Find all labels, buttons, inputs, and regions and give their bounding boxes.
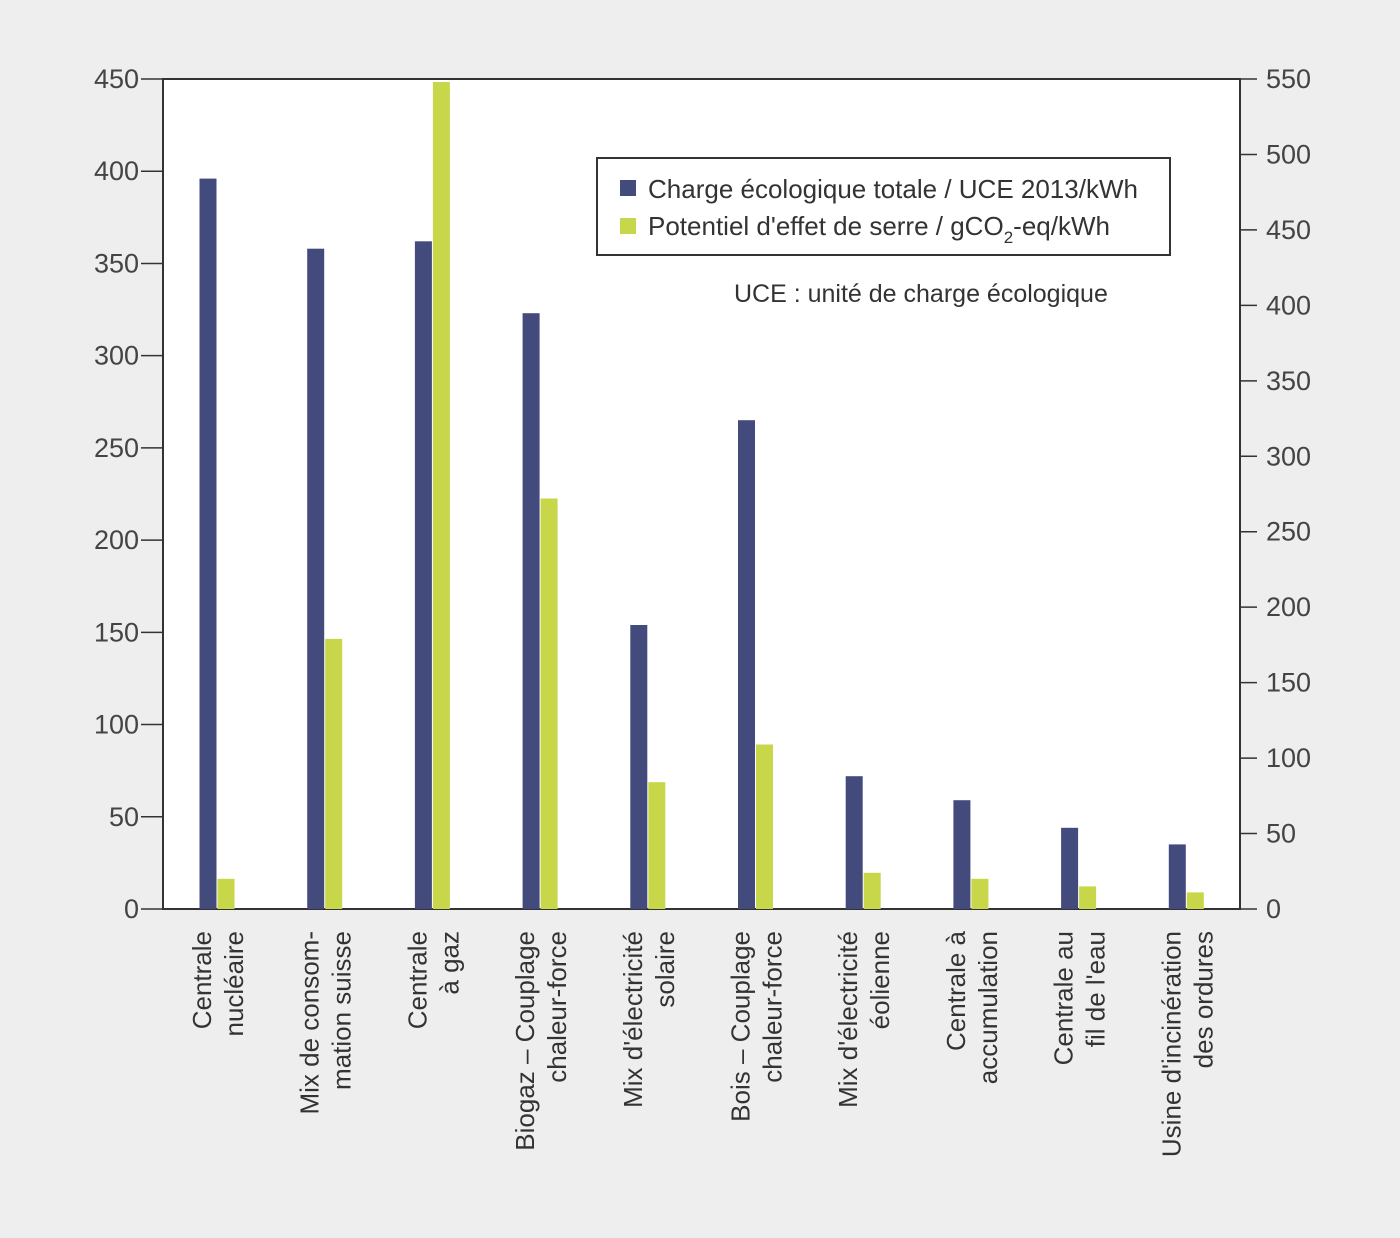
category-label: Mix de consom-mation suisse (295, 931, 357, 1115)
legend-swatch-effet-serre (620, 218, 636, 234)
bar-effet-serre-9 (1186, 892, 1204, 909)
left-tick-label: 50 (109, 802, 139, 832)
category-label-line: Centrale (187, 931, 217, 1029)
legend-label-part-2: -eq/kWh (1013, 211, 1110, 241)
bars (199, 82, 1204, 910)
bar-charge-2 (414, 241, 432, 910)
category-label-line: Bois – Couplage (726, 931, 756, 1122)
left-tick-label: 400 (94, 156, 139, 186)
left-tick-label: 0 (124, 894, 139, 924)
right-tick-label: 550 (1266, 64, 1311, 94)
bar-charge-5 (738, 420, 755, 909)
category-label-line: Centrale (402, 931, 432, 1029)
right-tick-label: 50 (1266, 819, 1296, 849)
category-label-line: Centrale au (1049, 931, 1079, 1065)
left-tick-label: 200 (94, 525, 139, 555)
bar-effet-serre-6 (863, 872, 881, 909)
right-tick-label: 450 (1266, 215, 1311, 245)
right-tick-label: 350 (1266, 366, 1311, 396)
bar-charge-3 (522, 313, 540, 909)
right-tick-label: 0 (1266, 894, 1281, 924)
bar-effet-serre-1 (325, 638, 343, 909)
bar-charge-9 (1168, 844, 1186, 909)
bar-effet-serre-8 (1079, 886, 1097, 909)
category-label: Centrale à gaz (402, 931, 464, 1029)
left-tick-label: 450 (94, 64, 139, 94)
category-label-line: solaire (650, 931, 680, 1008)
left-tick-label: 300 (94, 341, 139, 371)
category-labels: Centrale nucléaire Mix de consom-mation su… (187, 930, 1218, 1157)
legend: Charge écologique totale / UCE 2013/kWh … (596, 157, 1171, 256)
left-tick-label: 350 (94, 248, 139, 278)
category-label-line: des ordures (1188, 931, 1218, 1068)
bar-effet-serre-2 (432, 82, 450, 909)
category-label: Bois – Couplage chaleur-force (726, 931, 788, 1122)
right-tick-label: 100 (1266, 743, 1311, 773)
category-label-line: accumulation (973, 931, 1003, 1084)
legend-label-subscript: 2 (1004, 228, 1013, 247)
legend-box (596, 157, 1171, 256)
category-label-line: fil de l'eau (1081, 931, 1111, 1047)
category-label: Biogaz – Couplage chaleur-force (510, 931, 572, 1151)
left-tick-label: 150 (94, 617, 139, 647)
bar-effet-serre-3 (540, 498, 558, 909)
bar-effet-serre-7 (971, 878, 989, 909)
bar-charge-8 (1061, 827, 1079, 909)
bar-charge-6 (845, 776, 863, 909)
category-label-line: Mix d'électricité (618, 931, 648, 1108)
category-label-line: Mix de consom- (295, 931, 325, 1115)
category-label: Centrale au fil de l'eau (1049, 931, 1111, 1065)
bar-charge-1 (307, 248, 325, 909)
category-label-line: chaleur-force (758, 931, 788, 1083)
category-label-line: chaleur-force (542, 931, 572, 1083)
right-tick-label: 500 (1266, 139, 1311, 169)
bar-effet-serre-5 (756, 744, 773, 909)
category-label: Mix d'électricité solaire (618, 931, 680, 1108)
annotation-uce: UCE : unité de charge écologique (734, 280, 1108, 308)
right-tick-label: 200 (1266, 592, 1311, 622)
category-label-line: mation suisse (327, 931, 357, 1090)
category-label-line: Mix d'électricité (833, 931, 863, 1108)
category-label-line: à gaz (434, 931, 464, 995)
legend-label-charge: Charge écologique totale / UCE 2013/kWh (648, 174, 1138, 204)
legend-label-effet-serre: Potentiel d'effet de serre / gCO2-eq/kWh (648, 211, 1110, 247)
category-label-line: éolienne (865, 931, 895, 1029)
category-label-line: Biogaz – Couplage (510, 931, 540, 1151)
right-tick-label: 400 (1266, 290, 1311, 320)
bar-effet-serre-4 (648, 782, 666, 909)
category-label-line: Centrale à (941, 930, 971, 1050)
category-label: Mix d'électricité éolienne (833, 931, 895, 1108)
bar-charge-0 (199, 178, 217, 910)
category-label-line: Usine d'incinération (1156, 931, 1186, 1157)
category-label: Centrale nucléaire (187, 931, 249, 1037)
left-tick-label: 100 (94, 710, 139, 740)
right-tick-label: 250 (1266, 517, 1311, 547)
legend-label-part-1: Potentiel d'effet de serre / gCO (648, 211, 1004, 241)
left-tick-label: 250 (94, 433, 139, 463)
category-label-line: nucléaire (219, 931, 249, 1037)
bar-effet-serre-0 (217, 878, 235, 909)
bar-charge-4 (630, 625, 648, 909)
right-tick-label: 150 (1266, 668, 1311, 698)
left-y-axis: 0 50 100 150 200 250 300 350 400 450 (94, 64, 163, 924)
right-y-axis: 0 50 100 150 200 250 300 350 400 450 500 550 (1240, 64, 1311, 924)
right-tick-label: 300 (1266, 441, 1311, 471)
bar-charge-7 (953, 800, 971, 909)
category-label: Usine d'incinération des ordures (1156, 931, 1218, 1157)
category-label: Centrale à accumulation (941, 930, 1003, 1084)
legend-swatch-charge (620, 180, 636, 196)
